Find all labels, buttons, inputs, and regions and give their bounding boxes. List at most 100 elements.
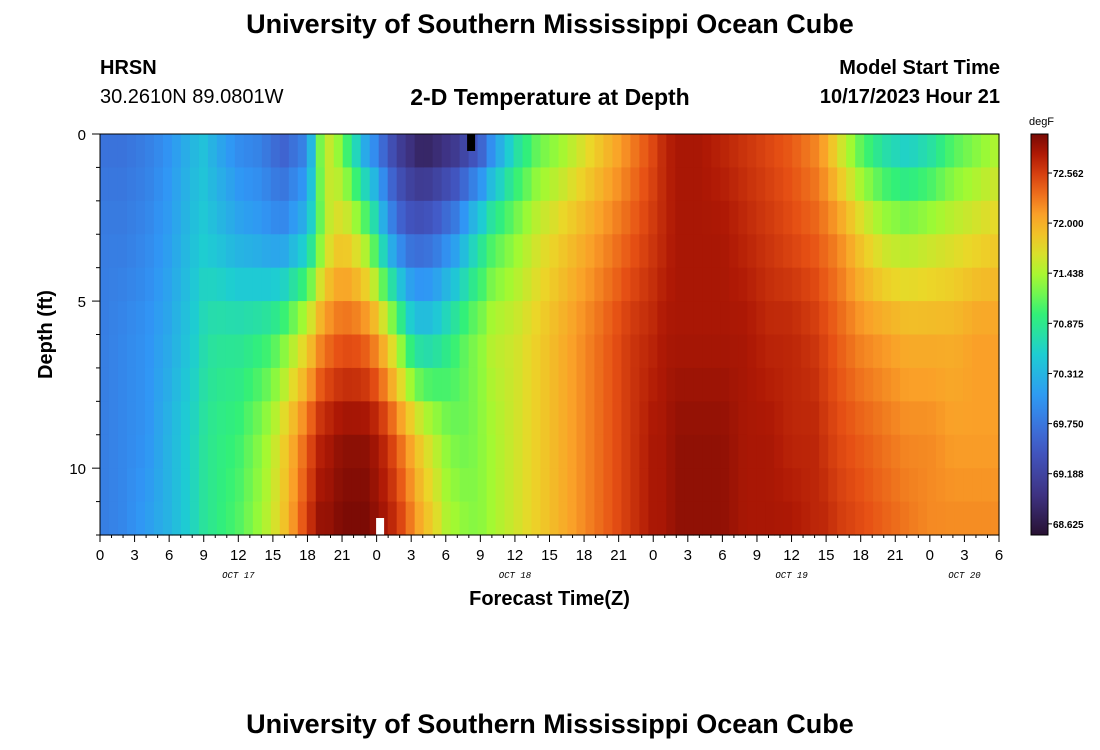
- heatmap-cell: [396, 334, 407, 369]
- heatmap-cell: [954, 367, 964, 402]
- heatmap-cell: [909, 367, 919, 402]
- heatmap-cell: [873, 301, 883, 336]
- heatmap-cell: [477, 134, 488, 169]
- heatmap-cell: [639, 401, 649, 436]
- station-coordinates: 30.2610N 89.0801W: [100, 86, 284, 108]
- heatmap-cell: [261, 167, 272, 202]
- heatmap-cell: [648, 468, 658, 503]
- heatmap-cell: [810, 334, 820, 369]
- heatmap-cell: [675, 468, 685, 503]
- heatmap-cell: [396, 267, 407, 302]
- heatmap-cell: [864, 200, 874, 235]
- heatmap-cell: [657, 501, 667, 536]
- heatmap-cell: [621, 501, 632, 536]
- heatmap-cell: [558, 501, 569, 536]
- heatmap-cell: [612, 401, 623, 436]
- heatmap-cell: [954, 267, 964, 302]
- x-tick-label: 15: [265, 547, 282, 564]
- x-tick-label: 12: [230, 547, 247, 564]
- heatmap-cell: [540, 301, 551, 336]
- heatmap-cell: [738, 134, 748, 169]
- heatmap-cell: [450, 234, 461, 269]
- heatmap-cell: [252, 234, 263, 269]
- x-tick-label: 6: [165, 547, 173, 564]
- heatmap-cell: [495, 468, 506, 503]
- heatmap-cell: [153, 167, 164, 202]
- heatmap-cell: [432, 301, 443, 336]
- heatmap-cell: [558, 234, 569, 269]
- heatmap-cell: [549, 134, 560, 169]
- heatmap-cell: [369, 234, 380, 269]
- heatmap-cell: [243, 468, 254, 503]
- heatmap-cell: [423, 234, 434, 269]
- heatmap-cell: [100, 501, 110, 536]
- heatmap-cell: [648, 301, 658, 336]
- heatmap-cell: [378, 267, 389, 302]
- heatmap-cell: [855, 401, 865, 436]
- heatmap-cell: [846, 434, 856, 469]
- heatmap-cell: [801, 234, 811, 269]
- heatmap-cell: [117, 401, 128, 436]
- heatmap-cell: [108, 167, 119, 202]
- heatmap-cell: [945, 367, 955, 402]
- x-tick-label: 0: [372, 547, 380, 564]
- heatmap-cell: [864, 401, 874, 436]
- heatmap-cell: [855, 134, 865, 169]
- heatmap-cell: [936, 434, 946, 469]
- heatmap-cell: [558, 367, 569, 402]
- heatmap-cell: [252, 334, 263, 369]
- heatmap-cell: [711, 267, 721, 302]
- heatmap-cell: [576, 334, 587, 369]
- heatmap-cell: [756, 468, 766, 503]
- heatmap-cell: [576, 401, 587, 436]
- heatmap-cell: [450, 501, 461, 536]
- heatmap-cell: [387, 200, 398, 235]
- heatmap-cell: [198, 401, 209, 436]
- heatmap-cell: [567, 267, 578, 302]
- heatmap-cell: [819, 401, 829, 436]
- heatmap-cell: [369, 134, 380, 169]
- heatmap-cell: [261, 134, 272, 169]
- heatmap-cell: [693, 501, 703, 536]
- heatmap-cell: [450, 334, 461, 369]
- heatmap-cell: [405, 167, 416, 202]
- heatmap-cell: [189, 401, 200, 436]
- heatmap-cell: [756, 134, 766, 169]
- heatmap-cell: [801, 134, 811, 169]
- heatmap-cell: [558, 134, 569, 169]
- heatmap-cell: [297, 401, 308, 436]
- heatmap-cell: [504, 367, 515, 402]
- heatmap-cell: [990, 200, 1000, 235]
- heatmap-cell: [693, 334, 703, 369]
- heatmap-cell: [900, 501, 910, 536]
- heatmap-cell: [774, 167, 784, 202]
- heatmap-cell: [270, 367, 281, 402]
- heatmap-cell: [171, 334, 182, 369]
- heatmap-cell: [990, 234, 1000, 269]
- heatmap-cell: [351, 134, 362, 169]
- heatmap-cell: [162, 134, 173, 169]
- heatmap-cell: [531, 334, 542, 369]
- heatmap-cell: [648, 401, 658, 436]
- heatmap-cell: [468, 367, 479, 402]
- heatmap-cell: [414, 501, 425, 536]
- heatmap-cell: [918, 434, 928, 469]
- heatmap-cell: [198, 501, 209, 536]
- heatmap-cell: [666, 134, 676, 169]
- colorbar-tick-label: 71.438: [1053, 269, 1084, 280]
- heatmap-cell: [909, 267, 919, 302]
- heatmap-cell: [702, 501, 712, 536]
- heatmap-cell: [810, 200, 820, 235]
- heatmap-cell: [684, 134, 694, 169]
- heatmap-cell: [810, 134, 820, 169]
- heatmap-cell: [900, 401, 910, 436]
- heatmap-cell: [990, 167, 1000, 202]
- heatmap-cell: [765, 167, 775, 202]
- heatmap-cell: [288, 367, 299, 402]
- heatmap-cell: [198, 134, 209, 169]
- heatmap-cell: [126, 200, 137, 235]
- heatmap-cell: [720, 167, 730, 202]
- heatmap-cell: [873, 234, 883, 269]
- heatmap-cell: [333, 234, 344, 269]
- heatmap-cell: [981, 200, 991, 235]
